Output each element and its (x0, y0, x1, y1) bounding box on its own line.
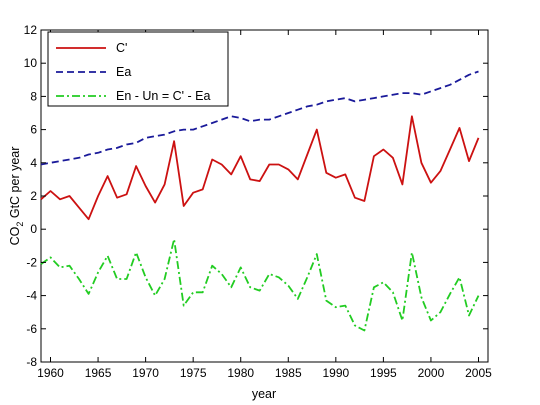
x-axis-label: year (252, 387, 276, 401)
legend-box (47, 31, 229, 107)
x-tick-label: 1985 (275, 366, 302, 380)
y-tick-label: 12 (24, 23, 38, 37)
series-lines (40, 70, 480, 332)
series-line-en-un (40, 238, 480, 332)
y-tick-label: 10 (24, 56, 38, 70)
x-tick-label: 1970 (132, 366, 159, 380)
y-tick-label: 8 (30, 89, 37, 103)
axis-ticks: 1960 1965 1970 1975 1980 1985 1990 1995 2000 2005… (24, 23, 493, 380)
y-tick-label: 2 (30, 189, 37, 203)
x-tick-label: 1965 (85, 366, 112, 380)
y-tick-label: 6 (30, 123, 37, 137)
legend-label-c-prime: C' (116, 41, 127, 55)
series-line-c-prime (40, 115, 480, 221)
y-tick-label: -6 (26, 322, 37, 336)
y-axis-label: CO2 GtC per year (8, 147, 25, 246)
y-axis-label-subscript: 2 (15, 222, 25, 227)
series-line-ea (40, 70, 479, 166)
legend-label-en-un: En - Un = C' - Ea (116, 89, 210, 103)
x-tick-label: 1995 (370, 366, 397, 380)
legend-label-ea: Ea (116, 65, 131, 79)
x-tick-label: 1980 (227, 366, 254, 380)
y-tick-label: -4 (26, 289, 37, 303)
y-axis-label-main: CO (8, 226, 22, 245)
x-tick-label: 1975 (180, 366, 207, 380)
legend: C' Ea En - Un = C' - Ea (47, 31, 229, 107)
x-tick-label: 2005 (465, 366, 492, 380)
x-tick-label: 2000 (418, 366, 445, 380)
y-tick-label: -2 (26, 255, 37, 269)
y-tick-label: -8 (26, 355, 37, 369)
y-axis-label-rest: GtC per year (8, 147, 22, 222)
y-tick-label: 0 (30, 222, 37, 236)
x-tick-label: 1990 (322, 366, 349, 380)
y-tick-label: 4 (30, 156, 37, 170)
x-tick-label: 1960 (37, 366, 64, 380)
